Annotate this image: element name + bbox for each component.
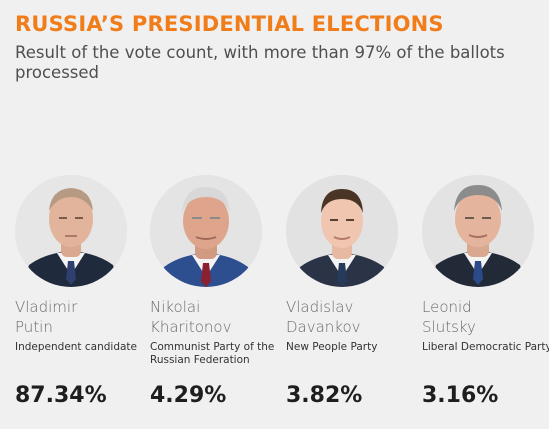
candidate-name: Vladislav Davankov (286, 297, 416, 337)
candidate-name: Vladimir Putin (15, 297, 145, 337)
candidate-card-putin: Vladimir Putin Independent candidate 87.… (15, 175, 145, 425)
candidate-party: New People Party (286, 341, 378, 353)
candidate-last-name: Kharitonov (150, 318, 232, 336)
candidate-first-name: Vladimir (15, 298, 78, 316)
page-title: RUSSIA’S PRESIDENTIAL ELECTIONS (15, 12, 444, 36)
candidate-last-name: Putin (15, 318, 53, 336)
candidate-name: Leonid Slutsky (422, 297, 549, 337)
candidate-result: 3.16% (422, 383, 499, 408)
candidate-result: 87.34% (15, 383, 107, 408)
candidate-portrait-icon (15, 175, 127, 287)
candidate-card-slutsky: Leonid Slutsky Liberal Democratic Party … (422, 175, 549, 425)
candidate-party: Independent candidate (15, 341, 138, 353)
candidate-first-name: Vladislav (286, 298, 354, 316)
candidate-portrait-icon (150, 175, 262, 287)
candidate-party: Liberal Democratic Party (422, 341, 549, 353)
candidate-result: 4.29% (150, 383, 227, 408)
page-subtitle: Result of the vote count, with more than… (15, 43, 505, 82)
candidate-card-davankov: Vladislav Davankov New People Party 3.82… (286, 175, 416, 425)
candidate-first-name: Nikolai (150, 298, 201, 316)
candidate-portrait-icon (422, 175, 534, 287)
candidate-last-name: Slutsky (422, 318, 476, 336)
candidate-party: Communist Party of the Russian Federatio… (150, 341, 275, 366)
candidate-first-name: Leonid (422, 298, 472, 316)
candidate-last-name: Davankov (286, 318, 361, 336)
candidate-result: 3.82% (286, 383, 363, 408)
candidate-name: Nikolai Kharitonov (150, 297, 280, 337)
candidate-list: Vladimir Putin Independent candidate 87.… (0, 175, 549, 425)
candidate-portrait-icon (286, 175, 398, 287)
candidate-card-kharitonov: Nikolai Kharitonov Communist Party of th… (150, 175, 280, 425)
